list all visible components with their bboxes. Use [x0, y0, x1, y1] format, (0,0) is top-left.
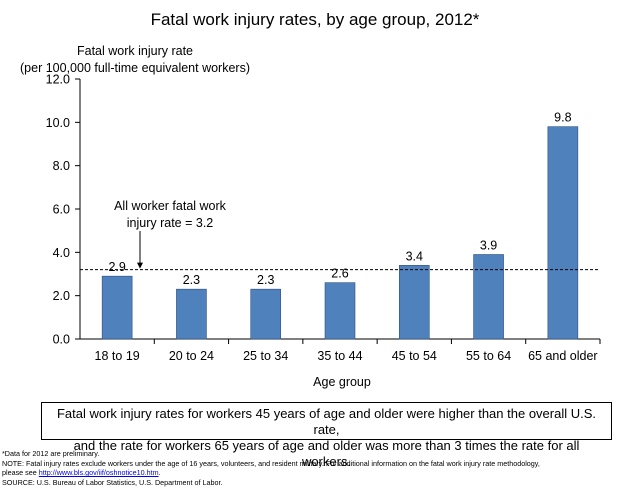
footnote-note-continued: please see http://www.bls.gov/iif/oshnot… — [2, 468, 630, 478]
x-tick-label: 65 and older — [528, 349, 598, 363]
bar-value-label: 3.9 — [480, 239, 497, 253]
bar-value-label: 2.6 — [331, 267, 348, 281]
footnotes: *Data for 2012 are preliminary. NOTE: Fa… — [2, 449, 630, 487]
reference-arrowhead — [137, 262, 143, 269]
bar-value-label: 3.4 — [406, 249, 423, 263]
x-tick-label: 35 to 44 — [317, 349, 362, 363]
bar — [324, 282, 356, 340]
bar-value-label: 9.8 — [554, 111, 571, 125]
bar — [176, 288, 207, 340]
x-tick-label: 25 to 34 — [243, 349, 288, 363]
y-tick-label: 2.0 — [53, 289, 70, 303]
footnote-note: NOTE: Fatal injury rates exclude workers… — [2, 458, 540, 468]
chart-title: Fatal work injury rates, by age group, 2… — [151, 10, 480, 29]
y-tick-label: 12.0 — [46, 73, 70, 87]
bar — [473, 254, 504, 340]
y-tick-label: 4.0 — [53, 246, 70, 260]
summary-box: Fatal work injury rates for workers 45 y… — [41, 402, 612, 469]
x-axis-label: Age group — [313, 375, 371, 389]
reference-label-line2: injury rate = 3.2 — [127, 216, 214, 230]
y-axis-ticks: 0.0 2.0 4.0 6.0 8.0 10.0 12.0 — [46, 73, 80, 347]
y-axis-label-line2: (per 100,000 full-time equivalent worker… — [20, 61, 250, 75]
bars: 2.9 2.3 2.3 2.6 3.4 3.9 9.8 — [101, 111, 579, 340]
methodology-link[interactable]: http://www.bls.gov/iif/oshnotice10.htm — [38, 468, 159, 477]
reference-label-line1: All worker fatal work — [114, 199, 227, 213]
footnote-note-prefix: please see — [2, 468, 39, 477]
bar — [250, 288, 282, 340]
footnote-source: SOURCE: U.S. Bureau of Labor Statistics,… — [2, 477, 223, 487]
y-tick-label: 6.0 — [53, 203, 70, 217]
y-tick-label: 8.0 — [53, 159, 70, 173]
x-axis-ticks: 18 to 19 20 to 24 25 to 34 35 to 44 45 to 54… — [95, 339, 601, 363]
summary-line2: and the rate for workers 65 years of age… — [73, 438, 580, 469]
footnote-note-suffix: . — [158, 468, 161, 477]
bar — [101, 275, 133, 340]
y-tick-label: 10.0 — [46, 116, 70, 130]
bar — [398, 265, 430, 340]
bar-chart: Fatal work injury rates, by age group, 2… — [20, 10, 601, 389]
bar-value-label: 2.9 — [108, 260, 125, 274]
x-tick-label: 18 to 19 — [95, 349, 140, 363]
x-tick-label: 55 to 64 — [466, 349, 511, 363]
x-tick-label: 45 to 54 — [392, 349, 437, 363]
bar-value-label: 2.3 — [257, 273, 274, 287]
summary-line1: Fatal work injury rates for workers 45 y… — [56, 406, 597, 437]
x-tick-label: 20 to 24 — [169, 349, 214, 363]
y-axis-label-line1: Fatal work injury rate — [77, 44, 193, 58]
footnote-asterisk: *Data for 2012 are preliminary. — [2, 449, 100, 458]
bar-value-label: 2.3 — [183, 273, 200, 287]
y-tick-label: 0.0 — [53, 333, 70, 347]
bar — [547, 126, 579, 340]
